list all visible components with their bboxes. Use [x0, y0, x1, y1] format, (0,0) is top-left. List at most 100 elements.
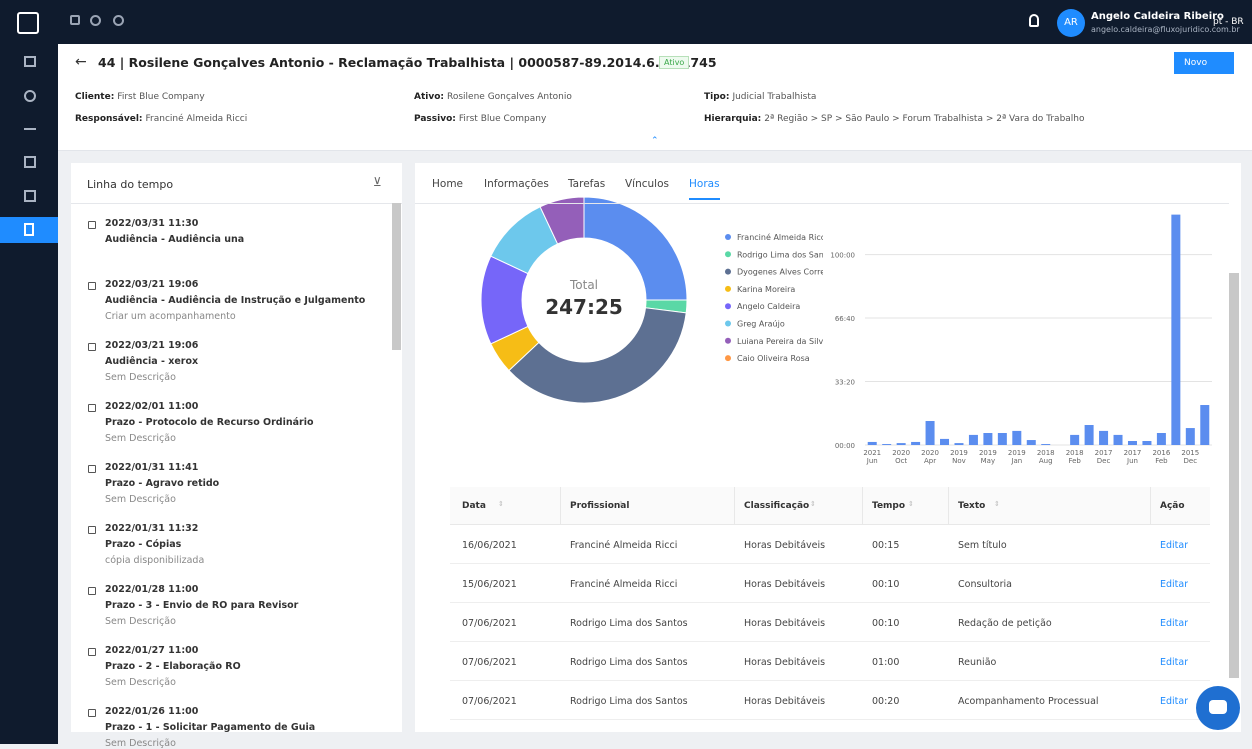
timeline-title: Prazo - Agravo retido	[105, 478, 220, 489]
table-cell: Horas Debitáveis	[744, 579, 826, 590]
field: Ativo: Rosilene Gonçalves Antonio	[414, 92, 572, 102]
table-header[interactable]: Ação	[1160, 501, 1185, 511]
language[interactable]: pt - BR	[1213, 17, 1244, 27]
user-name: Angelo Caldeira Ribeiro	[1091, 11, 1224, 22]
timeline-title: Audiência - xerox	[105, 356, 199, 367]
x-tick-label: 2019 May	[979, 449, 997, 465]
x-tick-label: 2019 Nov	[950, 449, 968, 465]
table-cell: Acompanhamento Processual	[958, 696, 1099, 707]
scrollbar[interactable]	[392, 203, 401, 350]
bar	[1099, 430, 1109, 445]
x-tick-part: Aug	[1039, 457, 1053, 465]
timeline-icon	[88, 709, 96, 717]
nav-active[interactable]	[0, 217, 58, 243]
collapse-icon[interactable]: ⌃	[651, 136, 659, 146]
x-tick-part: Nov	[952, 457, 966, 465]
tab[interactable]: Horas	[689, 178, 720, 200]
bar	[882, 444, 892, 445]
row-divider	[450, 602, 1210, 603]
edit-link[interactable]: Editar	[1160, 579, 1189, 590]
timeline-desc: Sem Descrição	[105, 494, 176, 505]
legend-swatch	[725, 268, 731, 275]
x-tick-label: 2018 Aug	[1037, 449, 1055, 465]
logo[interactable]	[17, 12, 39, 34]
tab[interactable]: Informações	[484, 178, 549, 190]
x-tick-part: 2019	[1008, 449, 1026, 457]
timeline-icon	[88, 282, 96, 290]
x-tick-part: Jun	[1126, 457, 1138, 465]
legend-label: Caio Oliveira Rosa	[737, 354, 810, 363]
timeline-icon	[88, 648, 96, 656]
history-icon[interactable]	[113, 15, 124, 26]
bar	[954, 443, 964, 445]
y-tick-label: 33:20	[835, 379, 855, 387]
x-tick-part: 2019	[979, 449, 997, 457]
avatar[interactable]: AR	[1057, 9, 1085, 37]
nav-home[interactable]	[24, 56, 36, 67]
nav-box[interactable]	[24, 156, 36, 168]
timeline-title: Prazo - 2 - Elaboração RO	[105, 661, 241, 672]
nav-clock[interactable]	[24, 90, 36, 102]
table-cell: 07/06/2021	[462, 657, 517, 668]
x-tick-label: 2019 Jan	[1008, 449, 1026, 465]
x-tick-part: 2020	[921, 449, 939, 457]
bar	[1171, 214, 1181, 445]
back-arrow[interactable]: ←	[75, 54, 87, 70]
tab[interactable]: Tarefas	[568, 178, 606, 190]
field: Tipo: Judicial Trabalhista	[704, 92, 816, 102]
table-header[interactable]: Profissional	[570, 501, 630, 511]
timeline-desc: Sem Descrição	[105, 372, 176, 383]
bar	[925, 421, 935, 445]
menu-icon[interactable]	[70, 15, 80, 25]
donut-slice	[583, 196, 688, 301]
x-tick-part: May	[981, 457, 995, 465]
nav-add[interactable]	[24, 128, 36, 130]
main-panel: Franciné Almeida Ricci Rodrigo Lima dos S…	[415, 163, 1241, 732]
table-cell: Franciné Almeida Ricci	[570, 579, 678, 590]
table-cell: Sem título	[958, 540, 1007, 551]
bar	[1142, 441, 1152, 445]
tab-divider	[415, 203, 1229, 204]
x-tick-part: 2016	[1152, 449, 1170, 457]
filter-icon[interactable]: ⊻	[373, 175, 382, 189]
table-header[interactable]: Tempo	[872, 501, 906, 511]
chat-button[interactable]	[1196, 686, 1240, 730]
tab[interactable]: Vínculos	[625, 178, 669, 190]
nav-report[interactable]	[24, 190, 36, 202]
edit-link[interactable]: Editar	[1160, 696, 1189, 707]
bar	[1200, 405, 1210, 445]
sort-icon: ⇕	[618, 500, 624, 508]
scrollbar[interactable]	[1229, 273, 1239, 678]
field: Responsável: Franciné Almeida Ricci	[75, 114, 247, 124]
field: Passivo: First Blue Company	[414, 114, 546, 124]
refresh-icon[interactable]	[90, 15, 101, 26]
table-cell: 00:10	[872, 579, 900, 590]
table-cell: 00:10	[872, 618, 900, 629]
timeline-desc: Sem Descrição	[105, 433, 176, 444]
case-header: ← 44 | Rosilene Gonçalves Antonio - Recl…	[58, 44, 1252, 151]
table-header[interactable]: Classificação	[744, 501, 810, 511]
field-label: Responsável:	[75, 114, 143, 124]
legend-label: Franciné Almeida Ricci	[737, 232, 827, 242]
x-tick-part: 2021	[863, 449, 881, 457]
bell-icon[interactable]	[1029, 14, 1039, 27]
timeline-date: 2022/03/21 19:06	[105, 340, 199, 351]
field-value: 2ª Região > SP > São Paulo > Forum Traba…	[764, 114, 1085, 124]
tab[interactable]: Home	[432, 178, 464, 190]
table-header[interactable]: Texto	[958, 501, 986, 511]
donut-center-value: 247:25	[545, 295, 623, 319]
edit-link[interactable]: Editar	[1160, 540, 1189, 551]
x-tick-part: 2020	[892, 449, 910, 457]
table-header[interactable]: Data	[462, 501, 486, 511]
x-tick-part: Feb	[1068, 457, 1081, 465]
edit-link[interactable]: Editar	[1160, 618, 1189, 629]
timeline-date: 2022/01/31 11:32	[105, 523, 199, 534]
table-cell: 15/06/2021	[462, 579, 517, 590]
donut-slice	[508, 307, 687, 404]
bar	[1127, 441, 1137, 445]
x-tick-label: 2017 Jun	[1124, 449, 1142, 465]
table-cell: Franciné Almeida Ricci	[570, 540, 678, 551]
edit-link[interactable]: Editar	[1160, 657, 1189, 668]
new-button[interactable]: Novo	[1174, 52, 1234, 74]
timeline-panel: Linha do tempo ⊻ 2022/03/31 11:30 Audiênc…	[71, 163, 402, 749]
